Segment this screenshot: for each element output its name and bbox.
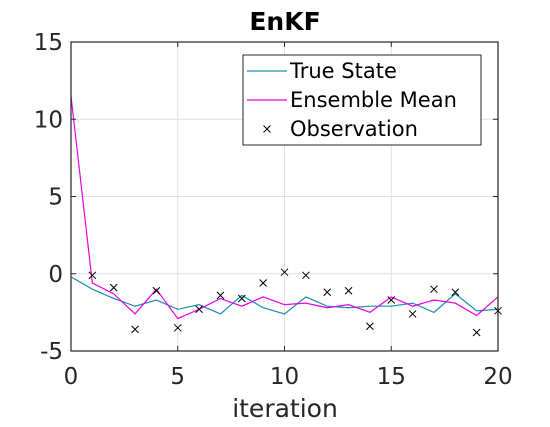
- legend-label-true-state: True State: [289, 59, 397, 83]
- observation-point: [451, 288, 460, 297]
- observation-point: [323, 288, 332, 297]
- observation-point: [131, 325, 139, 334]
- observation-point: [301, 271, 310, 280]
- x-tick-label: 10: [270, 364, 299, 390]
- observation-point: [216, 291, 225, 300]
- y-tick-label: 5: [48, 185, 63, 211]
- x-tick-label: 15: [377, 364, 406, 390]
- y-tick-label: 10: [34, 107, 63, 133]
- observation-point: [430, 285, 438, 294]
- observation-point: [88, 271, 97, 280]
- series-layer: [70, 96, 502, 337]
- y-tick-label: -5: [40, 339, 63, 365]
- y-tick-label: 15: [34, 30, 63, 56]
- legend-label-ensemble-mean: Ensemble Mean: [290, 88, 457, 112]
- observation-point: [344, 286, 353, 295]
- legend: True State Ensemble Mean Observation: [242, 54, 482, 146]
- chart-title: EnKF: [249, 7, 320, 36]
- series-line-ensemble-mean: [70, 96, 499, 320]
- observation-point: [237, 294, 246, 303]
- x-tick-label: 5: [170, 364, 185, 390]
- observation-point: [280, 268, 289, 277]
- observation-point: [195, 305, 203, 314]
- y-tick-label: 0: [48, 262, 63, 288]
- observation-point: [259, 279, 268, 287]
- legend-swatch-observation: [263, 125, 271, 133]
- observation-point: [408, 310, 417, 318]
- observation-point: [387, 296, 396, 304]
- observation-point: [366, 322, 374, 331]
- observation-point: [472, 328, 481, 337]
- x-tick-label: 0: [64, 364, 79, 390]
- legend-label-observation: Observation: [290, 117, 418, 141]
- series-line-true-state: [70, 276, 499, 315]
- observation-point: [109, 283, 118, 292]
- observation-point: [152, 286, 161, 295]
- observation-point: [173, 323, 182, 332]
- x-axis-label: iteration: [232, 394, 338, 423]
- x-tick-label: 20: [483, 364, 512, 390]
